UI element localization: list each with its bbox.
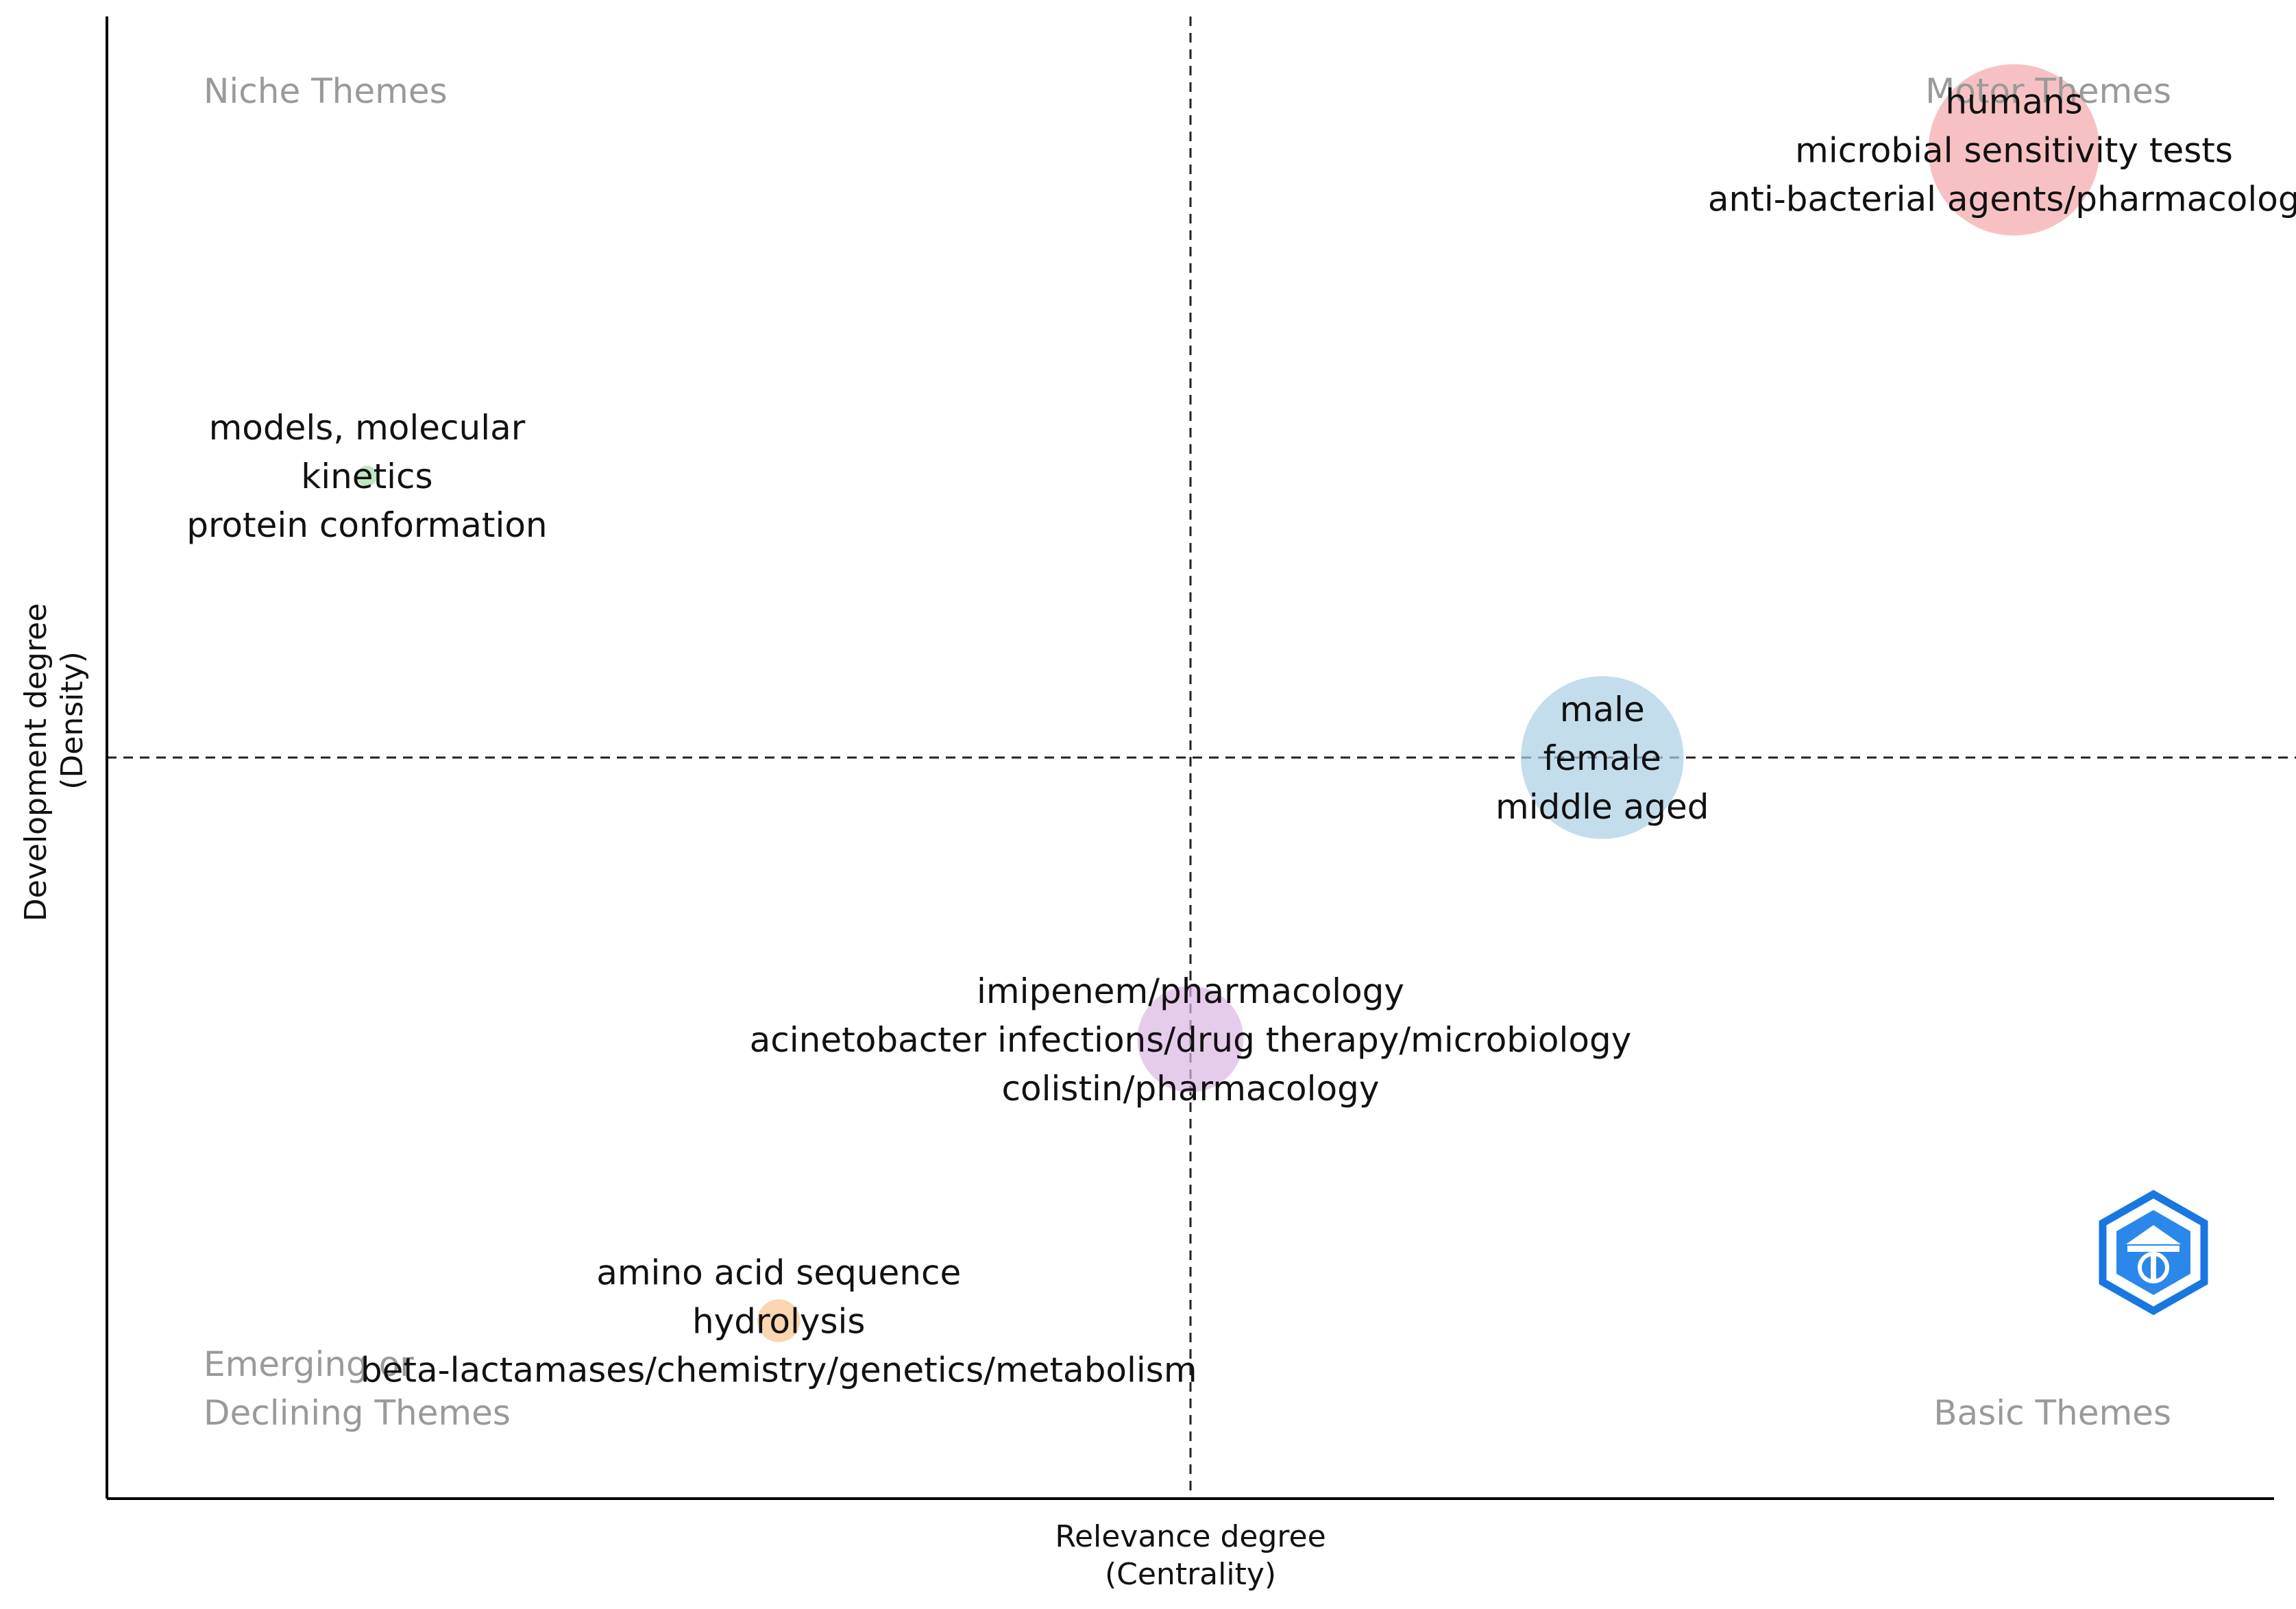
cluster-label: humans [1945, 82, 2082, 122]
cluster-label: male [1560, 690, 1645, 729]
watermark-logo [2099, 1189, 2208, 1316]
cluster-label: imipenem/pharmacology [977, 971, 1404, 1011]
cluster-label: microbial sensitivity tests [1795, 131, 2233, 171]
quadrant-label-emerging: Declining Themes [204, 1393, 511, 1433]
cluster-label: beta-lactamases/chemistry/genetics/metab… [361, 1351, 1197, 1390]
cluster-bubble [757, 1299, 801, 1342]
cluster-bubble [1137, 986, 1244, 1093]
cluster-label: kinetics [301, 457, 432, 496]
quadrant-label-niche: Niche Themes [204, 71, 448, 111]
cluster-label: acinetobacter infections/drug therapy/mi… [750, 1020, 1632, 1060]
quadrant-label-basic: Basic Themes [1933, 1393, 2171, 1433]
cluster-label: colistin/pharmacology [1002, 1069, 1380, 1109]
cluster-label: models, molecular [209, 408, 526, 448]
cluster-label: hydrolysis [692, 1302, 866, 1342]
cluster-bubble [1521, 676, 1684, 839]
cluster-label: protein conformation [186, 505, 547, 545]
cluster-label: anti-bacterial agents/pharmacology [1708, 180, 2296, 219]
cluster-label: amino acid sequence [596, 1253, 961, 1293]
x-axis-title: Relevance degree [1055, 1519, 1326, 1554]
cluster-label: female [1543, 738, 1661, 778]
cluster-bubble [1928, 64, 2100, 236]
cluster-bubble [356, 465, 378, 487]
y-axis-title: Development degree [19, 603, 53, 921]
cluster-label: middle aged [1495, 787, 1709, 827]
x-axis-subtitle: (Centrality) [1105, 1557, 1276, 1592]
quadrant-label-emerging: Emerging or [204, 1344, 414, 1384]
quadrant-label-motor: Motor Themes [1925, 71, 2171, 111]
y-axis-subtitle: (Density) [55, 651, 90, 790]
